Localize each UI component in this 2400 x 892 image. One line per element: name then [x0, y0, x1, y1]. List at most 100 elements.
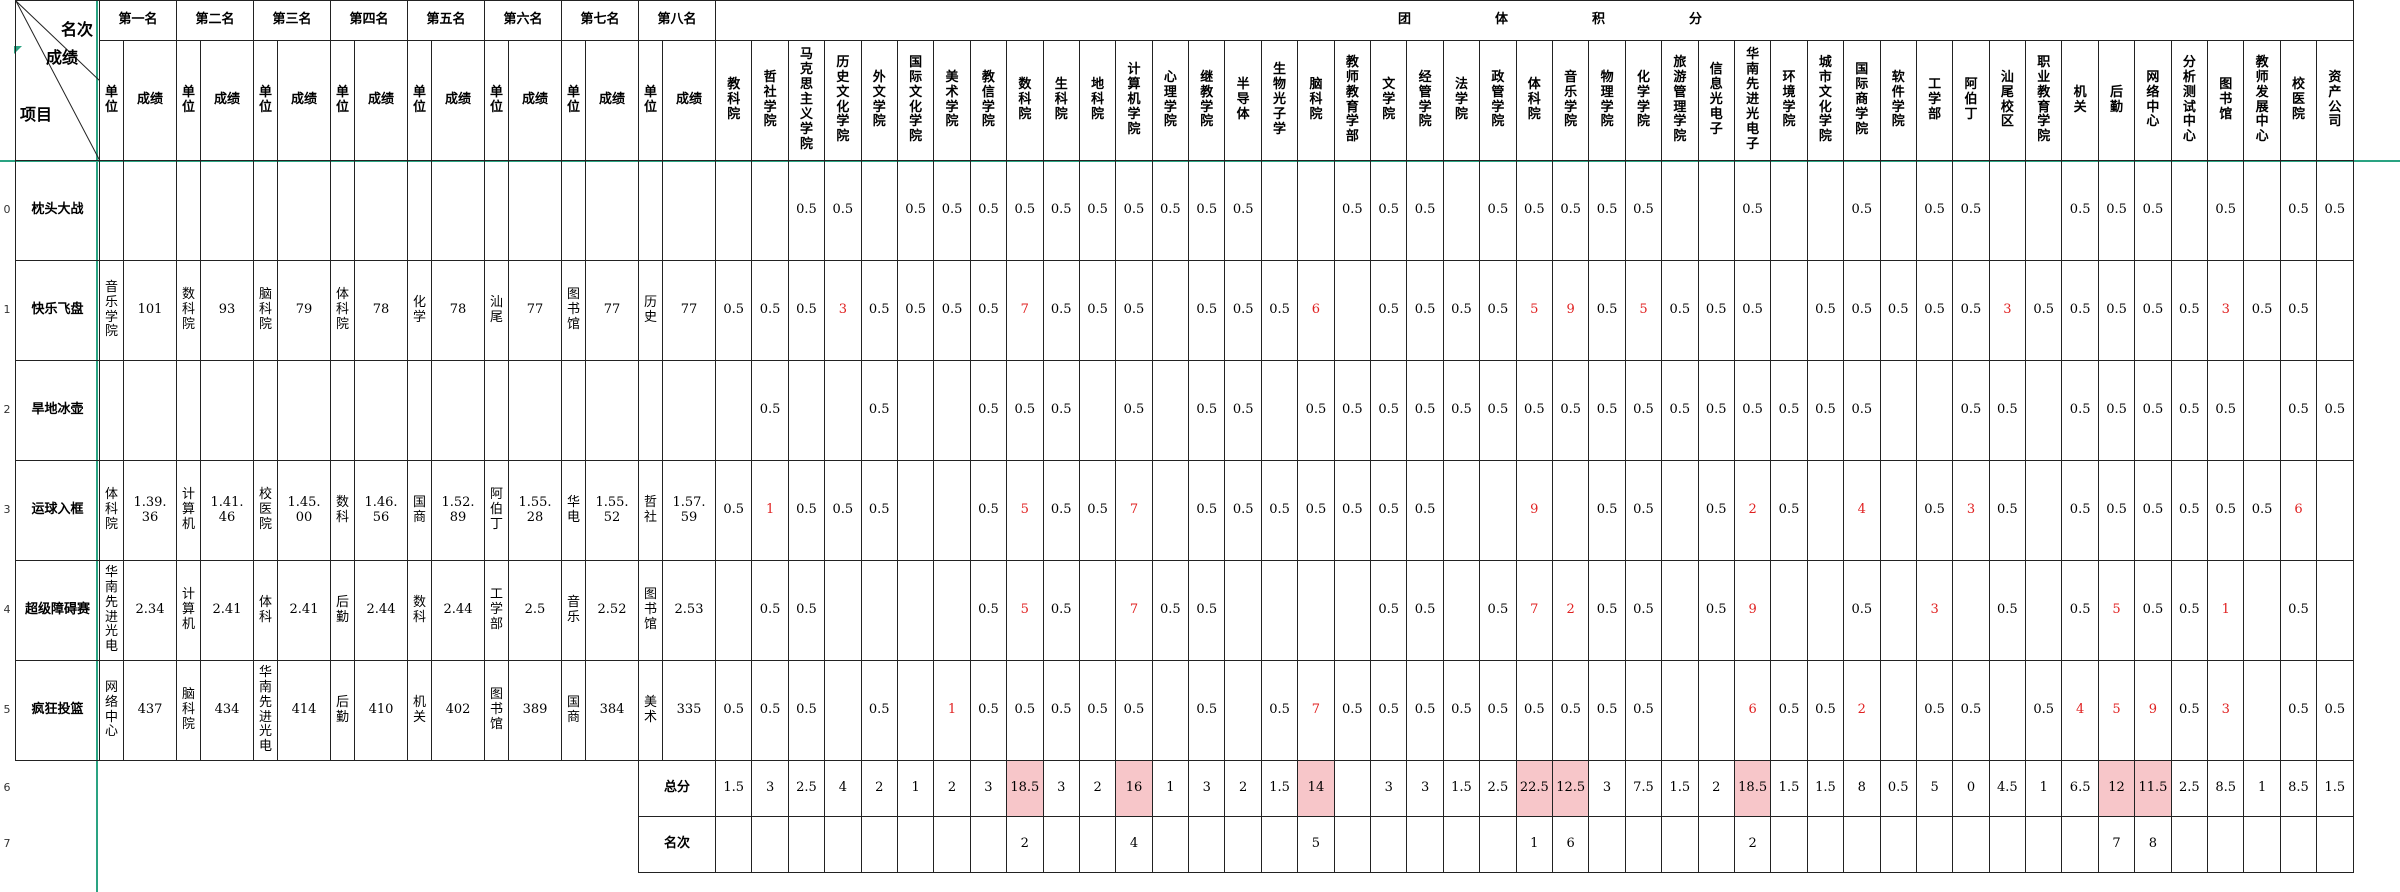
result-score-cell: 77	[508, 260, 562, 361]
team-score: 0.5	[1596, 202, 1618, 218]
team-score: 5	[1639, 302, 1648, 318]
result-unit-cell: 华电	[561, 460, 586, 561]
team-score: 0.5	[1014, 402, 1036, 418]
row-number[interactable]: 5	[3, 703, 11, 716]
team-score-cell: 0.5	[1115, 660, 1153, 761]
total-score: 6.5	[2069, 780, 2091, 796]
row-number[interactable]: 7	[3, 837, 11, 850]
team-score-cell: 0.5	[1442, 260, 1481, 361]
ranking-cell	[787, 816, 826, 873]
team-score-cell: 0.5	[1188, 460, 1226, 561]
result-unit-cell	[176, 360, 201, 461]
row-number[interactable]: 0	[3, 203, 11, 216]
team-score-cell: 0.5	[1042, 460, 1080, 561]
total-score-cell: 3	[1588, 760, 1626, 817]
team-score-cell: 0.5	[1479, 360, 1517, 461]
score-header-label: 成绩	[598, 92, 625, 108]
team-score-cell: 0.5	[1661, 260, 1699, 361]
unit-header-label: 单位	[182, 84, 196, 115]
result-unit: 历史	[644, 294, 658, 325]
team-score-cell: 0.5	[1661, 360, 1699, 461]
team-score-cell: 1	[933, 660, 971, 761]
unit-header-label: 单位	[336, 84, 350, 115]
total-score: 2.5	[1487, 780, 1509, 796]
team-score-cell: 9	[1515, 460, 1553, 561]
team-score: 3	[2221, 302, 2230, 318]
team-score-cell: 0.5	[1952, 660, 1990, 761]
team-name: 软件学院	[1891, 69, 1905, 130]
ranking-label-cell: 名次	[638, 816, 716, 873]
team-name: 分析测试中心	[2182, 54, 2196, 145]
team-score-cell	[1224, 560, 1262, 661]
team-score: 0.5	[1742, 202, 1763, 218]
ranking-cell	[1697, 816, 1735, 873]
result-unit-cell: 计算机	[176, 460, 201, 561]
total-score: 2	[947, 780, 957, 796]
team-score-cell: 3	[2207, 660, 2245, 761]
team-score-cell: 0.5	[787, 460, 826, 561]
team-score: 0.5	[832, 202, 854, 218]
result-score-cell: 389	[508, 660, 562, 761]
team-score: 0.5	[1596, 502, 1618, 518]
team-score: 0.5	[796, 502, 817, 518]
team-score: 0.5	[1123, 402, 1145, 418]
team-score: 0.5	[978, 202, 999, 218]
team-score-cell	[824, 660, 862, 761]
total-score-cell: 7.5	[1624, 760, 1663, 817]
rank-header-label: 第五名	[426, 12, 466, 28]
team-score: 0.5	[1815, 402, 1836, 418]
total-score-cell: 2	[1078, 760, 1117, 817]
score-header-label: 成绩	[213, 92, 240, 108]
ranking-cell	[1806, 816, 1845, 873]
result-unit-cell: 阿伯丁	[484, 460, 509, 561]
result-score-cell: 414	[277, 660, 331, 761]
team-name: 教科院	[727, 77, 741, 122]
result-unit: 计算机	[182, 487, 196, 532]
team-score: 0.5	[2142, 602, 2164, 618]
total-score-cell: 12	[2097, 760, 2136, 817]
team-score-cell: 0.5	[714, 660, 753, 761]
team-score-cell: 0.5	[1624, 560, 1663, 661]
result-score-cell	[662, 360, 716, 461]
team-score-cell	[1661, 160, 1699, 261]
result-score: 2.5	[524, 602, 546, 618]
team-score-title: 团体积分	[715, 0, 2354, 41]
team-header: 化学学院	[1624, 40, 1663, 161]
team-score-cell: 0.5	[1952, 360, 1990, 461]
team-score-cell: 0.5	[2061, 260, 2099, 361]
corner-item-label: 项目	[20, 105, 53, 124]
total-score-cell: 22.5	[1515, 760, 1553, 817]
result-score-cell	[277, 160, 331, 261]
result-score-cell: 78	[431, 260, 485, 361]
result-score: 93	[218, 302, 236, 318]
team-score-cell: 0.5	[1370, 460, 1408, 561]
unit-header: 单位	[484, 40, 509, 161]
team-score-cell: 7	[1006, 260, 1044, 361]
total-score: 1	[2257, 780, 2267, 796]
ranking-cell	[1843, 816, 1881, 873]
row-number[interactable]: 2	[3, 403, 11, 416]
total-score-cell: 1.5	[2316, 760, 2354, 817]
row-number[interactable]: 6	[3, 781, 11, 794]
team-score: 0.5	[2288, 402, 2309, 418]
row-number[interactable]: 3	[3, 503, 11, 516]
team-score-cell: 0.5	[714, 460, 753, 561]
row-number[interactable]: 1	[3, 303, 11, 316]
team-score-cell: 0.5	[2134, 360, 2172, 461]
team-score: 0.5	[796, 302, 817, 318]
event-name-cell: 疯狂投篮	[15, 660, 100, 761]
row-number[interactable]: 4	[3, 603, 11, 616]
team-score-cell	[824, 360, 862, 461]
team-score-cell	[1988, 660, 2027, 761]
team-header: 计算机学院	[1115, 40, 1153, 161]
team-score-cell	[1151, 360, 1190, 461]
team-header: 马克思主义学院	[787, 40, 826, 161]
total-score: 2	[1712, 780, 1721, 796]
team-name: 旅游管理学院	[1673, 54, 1687, 145]
team-score-cell: 0.5	[1879, 260, 1917, 361]
team-score-cell: 0.5	[751, 560, 789, 661]
unit-header: 单位	[638, 40, 663, 161]
team-score-cell: 0.5	[1915, 660, 1954, 761]
team-score-cell: 0.5	[1588, 160, 1626, 261]
total-score: 8	[1857, 780, 1866, 796]
